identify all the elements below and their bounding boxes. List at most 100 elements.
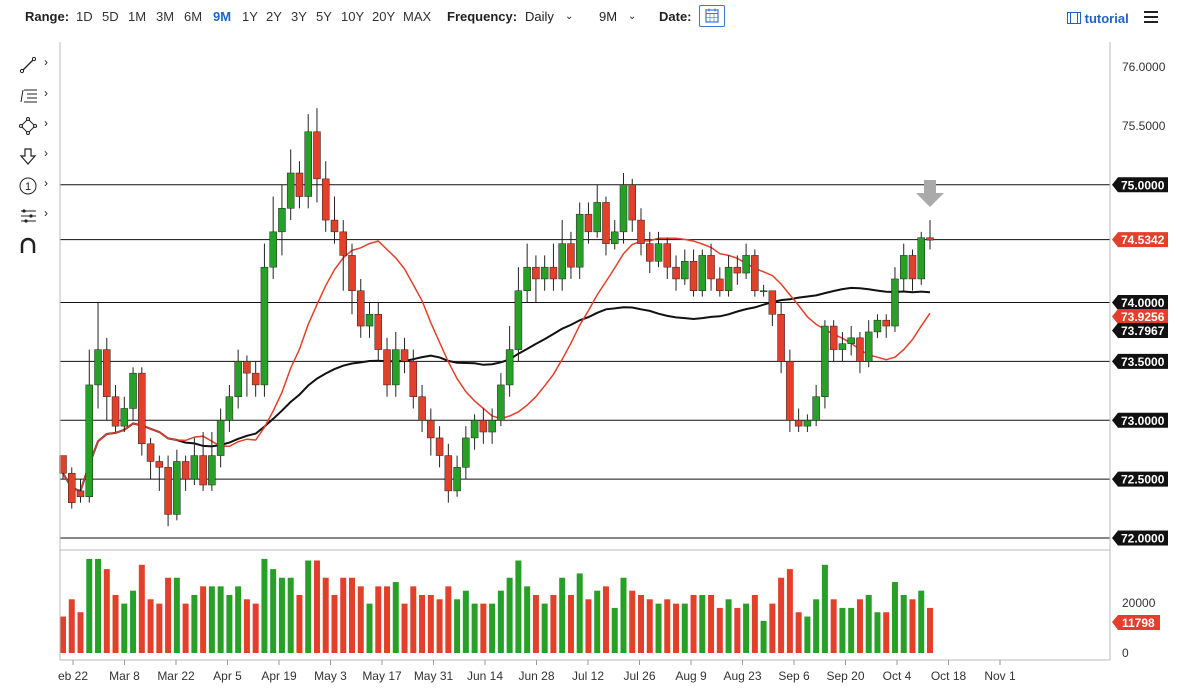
candle-body [146,443,155,462]
candle-body [260,266,269,386]
x-tick-label: Mar 22 [157,669,195,683]
price-label-last: 74.5342 [1112,232,1168,248]
volume-bar [410,586,417,653]
chevron-right-icon[interactable]: › [44,176,48,190]
tool-line[interactable]: › [14,55,54,79]
volume-bar [296,594,303,653]
candle-body [899,255,908,280]
candle-body [418,396,426,421]
tool-measure[interactable]: › [14,206,54,230]
tool-arrow[interactable]: › [14,146,54,170]
tool-fib[interactable]: › [14,86,54,110]
volume-bar [576,573,583,653]
period-chevron-icon[interactable]: ⌄ [628,11,637,22]
volume-bar [681,603,688,653]
menu-icon[interactable] [1144,11,1158,26]
volume-bar [305,560,312,653]
range-3y[interactable]: 3Y [291,9,307,24]
range-max[interactable]: MAX [403,9,432,24]
tool-marker[interactable]: 1 › [14,176,54,200]
range-6m[interactable]: 6M [184,9,203,24]
price-label-tag [1112,530,1168,546]
volume-bar [927,607,933,653]
candle-body [304,131,312,197]
candle-body [409,361,418,397]
candle-body [532,266,540,280]
volume-bar [471,603,478,653]
x-tick-label: Jul 26 [623,669,655,683]
volume-bar [60,616,66,653]
candle-body [269,231,277,268]
range-20y[interactable]: 20Y [372,9,396,24]
chevron-right-icon[interactable]: › [44,146,48,160]
volume-label-tag [1112,615,1160,630]
frequency-select[interactable]: Daily [525,9,554,24]
price-label-level: 72.0000 [1112,530,1168,546]
volume-bar [734,607,741,653]
chevron-right-icon[interactable]: › [44,206,48,220]
calendar-button[interactable] [699,5,725,27]
candle-body [190,455,199,480]
volume-bar [594,590,601,653]
range-10y[interactable]: 10Y [341,9,365,24]
candle-body [628,184,636,221]
range-1m[interactable]: 1M [128,9,147,24]
tool-magnet[interactable] [14,236,54,260]
x-tick-label: Aug 23 [723,669,761,683]
candle-body [829,325,838,350]
candles [59,108,934,527]
range-3m[interactable]: 3M [156,9,175,24]
candle-body [786,361,794,421]
range-1d[interactable]: 1D [76,9,93,24]
frequency-chevron-icon[interactable]: ⌄ [565,11,574,22]
volume-bar [795,612,802,653]
volume-bar [620,577,627,653]
price-label-value: 74.0000 [1121,296,1165,310]
volume-bar [821,564,828,653]
x-tick-label: Sep 20 [826,669,864,683]
volume-bar [191,594,198,653]
candle-body [523,266,531,291]
range-label: Range: [25,9,70,24]
range-5d[interactable]: 5D [102,9,119,24]
x-tick-label: Sep 6 [778,669,810,683]
volume-bar [743,603,750,653]
candle-body [742,255,750,274]
down-arrow-marker [916,180,944,207]
price-label-tag [1112,309,1168,324]
candle-body [234,361,242,397]
range-2y[interactable]: 2Y [266,9,282,24]
candle-body [698,255,707,291]
chevron-right-icon[interactable]: › [44,116,48,130]
chart-axes: 76.0000 75.5000 20000 0 eb 22 Mar 8 Mar 22 Apr … [58,42,1166,683]
candle-body [173,461,181,515]
period-select[interactable]: 9M [599,9,618,24]
price-label-value: 74.5342 [1121,233,1165,247]
tutorial-link[interactable]: tutorial [1067,11,1129,26]
tool-shapes[interactable]: › [14,116,54,140]
volume-bar [462,590,469,653]
volume-bar [270,569,277,653]
range-1y[interactable]: 1Y [242,9,258,24]
candle-body [357,290,365,327]
volume-bar [602,586,609,653]
range-9m[interactable]: 9M [213,9,232,24]
volume-bar [848,607,855,653]
x-tick-label: Apr 19 [261,669,297,683]
candle-body [777,314,785,362]
chevron-right-icon[interactable]: › [44,55,48,69]
volume-bar [86,558,93,653]
volume-bar [357,586,364,653]
volume-bar [243,599,250,653]
volume-bar [322,577,329,653]
volume-bar [480,603,487,653]
range-5y[interactable]: 5Y [316,9,332,24]
candle-body [654,243,663,262]
chevron-right-icon[interactable]: › [44,86,48,100]
candle-body [882,319,890,327]
volume-bar [830,599,837,653]
candle-body [663,243,672,268]
candle-body [908,255,917,280]
candle-body [479,420,488,433]
